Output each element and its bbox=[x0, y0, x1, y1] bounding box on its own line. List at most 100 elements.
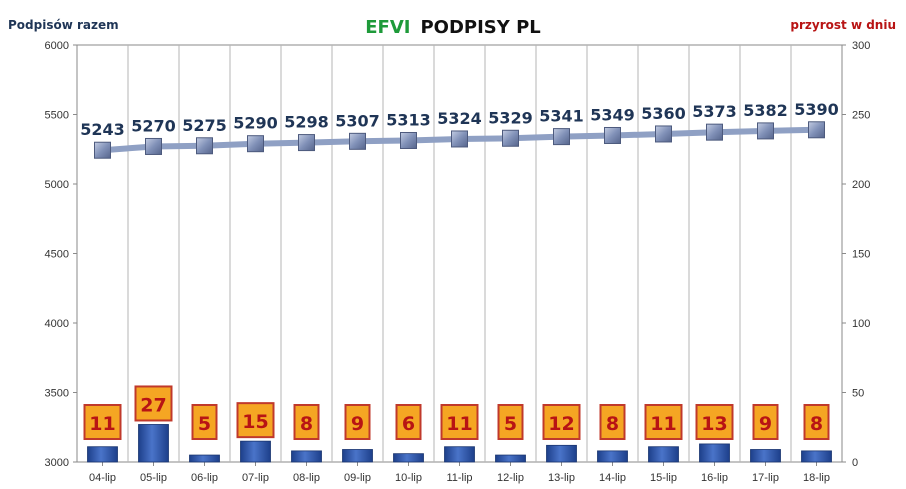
line-point bbox=[196, 137, 213, 155]
chart-title-part1: EFVI bbox=[365, 17, 410, 38]
bar-label: 15 bbox=[242, 411, 268, 433]
line-point bbox=[553, 128, 570, 146]
bar bbox=[87, 446, 118, 463]
left-tick-label: 6000 bbox=[45, 40, 69, 52]
right-tick-label: 50 bbox=[852, 388, 864, 400]
bar bbox=[750, 449, 781, 463]
bar bbox=[546, 444, 577, 463]
data-label: 5290 bbox=[233, 114, 278, 133]
bar bbox=[699, 443, 730, 463]
data-label: 5360 bbox=[641, 104, 686, 123]
bar-label: 12 bbox=[548, 413, 574, 435]
line-point bbox=[604, 126, 621, 144]
data-label: 5324 bbox=[437, 109, 482, 128]
left-tick-label: 5000 bbox=[45, 179, 69, 191]
x-tick-label: 09-lip bbox=[344, 472, 371, 484]
right-tick-label: 250 bbox=[852, 110, 870, 122]
chart-title-part2: PODPISY PL bbox=[420, 17, 540, 38]
data-label: 5373 bbox=[692, 102, 737, 121]
line-point bbox=[145, 137, 162, 155]
bar-label-box bbox=[440, 404, 479, 440]
line-point bbox=[757, 122, 774, 140]
bar-label-box bbox=[134, 385, 173, 422]
bar bbox=[189, 454, 220, 463]
x-tick-label: 05-lip bbox=[140, 472, 167, 484]
bar bbox=[291, 450, 322, 463]
data-label: 5243 bbox=[80, 120, 125, 139]
right-axis-title: przyrost w dniu bbox=[790, 18, 896, 32]
line-point bbox=[451, 130, 468, 148]
bar bbox=[495, 454, 526, 463]
bar-label: 5 bbox=[198, 413, 211, 435]
bar-label: 6 bbox=[402, 413, 415, 435]
data-label: 5390 bbox=[794, 100, 839, 119]
data-label: 5313 bbox=[386, 110, 431, 129]
line-point bbox=[706, 123, 723, 141]
line-point bbox=[94, 141, 111, 159]
bar-label-box bbox=[803, 404, 830, 440]
line-point bbox=[298, 134, 315, 152]
data-label: 5298 bbox=[284, 113, 329, 132]
bar-label: 9 bbox=[351, 413, 364, 435]
line-point bbox=[247, 135, 264, 153]
bar-label: 11 bbox=[446, 413, 472, 435]
data-label: 5275 bbox=[182, 116, 227, 135]
bar bbox=[597, 450, 628, 463]
bar bbox=[138, 424, 169, 463]
line-point bbox=[349, 132, 366, 150]
data-label: 5329 bbox=[488, 108, 533, 127]
bar-label: 27 bbox=[140, 394, 166, 416]
right-tick-label: 150 bbox=[852, 249, 870, 261]
left-tick-label: 3000 bbox=[45, 457, 69, 469]
right-tick-label: 200 bbox=[852, 179, 870, 191]
line-point bbox=[400, 131, 417, 149]
data-label: 5307 bbox=[335, 111, 380, 130]
x-tick-label: 16-lip bbox=[701, 472, 728, 484]
bar bbox=[444, 446, 475, 463]
bar-label-box bbox=[644, 404, 683, 440]
x-tick-label: 11-lip bbox=[446, 472, 472, 484]
bar-label-box bbox=[752, 404, 779, 440]
bar-label: 8 bbox=[606, 413, 619, 435]
bar-label: 9 bbox=[759, 413, 772, 435]
line-point bbox=[808, 121, 825, 139]
bar-label-box bbox=[695, 404, 734, 440]
left-tick-label: 5500 bbox=[45, 110, 69, 122]
bar bbox=[393, 453, 424, 463]
left-axis-title: Podpisów razem bbox=[8, 18, 119, 32]
left-tick-label: 4500 bbox=[45, 249, 69, 261]
bar-label-box bbox=[83, 404, 122, 440]
bar-label: 8 bbox=[810, 413, 823, 435]
x-tick-label: 07-lip bbox=[242, 472, 269, 484]
bar bbox=[240, 440, 271, 463]
bar-label: 11 bbox=[650, 413, 676, 435]
x-tick-label: 06-lip bbox=[191, 472, 218, 484]
bar-label-box bbox=[542, 404, 581, 440]
left-tick-label: 4000 bbox=[45, 318, 69, 330]
data-label: 5270 bbox=[131, 116, 176, 135]
x-tick-label: 04-lip bbox=[89, 472, 116, 484]
line-point bbox=[502, 129, 519, 147]
data-label: 5349 bbox=[590, 105, 635, 124]
bar bbox=[342, 449, 373, 463]
bar bbox=[801, 450, 832, 463]
bar-label: 11 bbox=[89, 413, 115, 435]
data-label: 5382 bbox=[743, 101, 788, 120]
data-label: 5341 bbox=[539, 107, 584, 126]
bar-label: 5 bbox=[504, 413, 517, 435]
x-tick-label: 18-lip bbox=[803, 472, 830, 484]
right-tick-label: 300 bbox=[852, 40, 870, 52]
line-point bbox=[655, 125, 672, 143]
bar bbox=[648, 446, 679, 463]
bar-label-box bbox=[293, 404, 320, 440]
x-tick-label: 10-lip bbox=[395, 472, 422, 484]
bar-label-box bbox=[344, 404, 371, 440]
x-tick-label: 14-lip bbox=[599, 472, 626, 484]
right-tick-label: 100 bbox=[852, 318, 870, 330]
x-tick-label: 13-lip bbox=[548, 472, 575, 484]
x-tick-label: 15-lip bbox=[650, 472, 677, 484]
bar-label-box bbox=[599, 404, 626, 440]
plot-area: 3000 3500 4000 4500 5000 5500 6000 0 50 100 150 200… bbox=[45, 40, 871, 484]
